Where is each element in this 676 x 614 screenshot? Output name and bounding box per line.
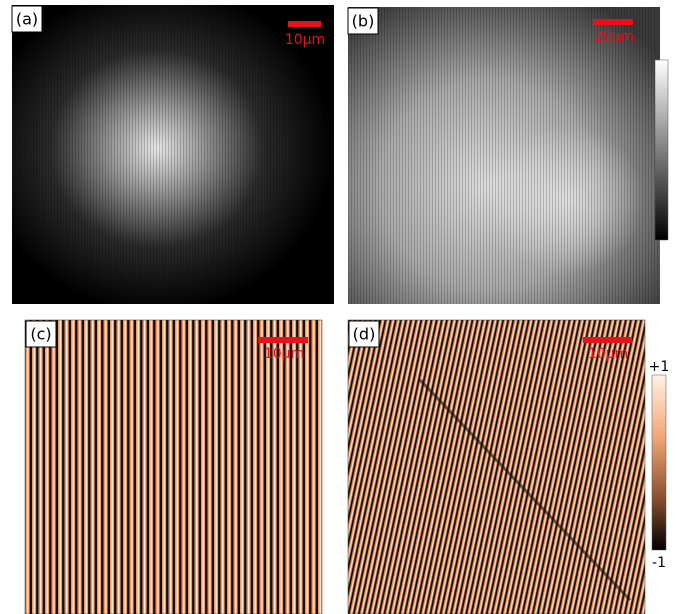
colorbar-bottom-label: -1 bbox=[652, 555, 666, 571]
panel-label: (c) bbox=[30, 325, 51, 344]
scale-bar-label: 10μm bbox=[285, 32, 325, 48]
colorbar-top-label: +1 bbox=[649, 359, 670, 375]
scale-bar-label: 10μm bbox=[264, 346, 304, 362]
panel-label: (a) bbox=[16, 10, 38, 29]
panel-b: (b) 20μm bbox=[347, 7, 660, 304]
phase-colorbar: +1 -1 bbox=[649, 359, 670, 571]
scale-bar-label: 20μm bbox=[594, 29, 634, 45]
intensity-colorbar bbox=[654, 59, 669, 241]
panel-a: (a) 10μm bbox=[11, 5, 334, 304]
panel-c: (c) 10μm bbox=[24, 319, 323, 614]
panel-d: (d) 10μm bbox=[347, 319, 646, 614]
panel-label: (d) bbox=[353, 325, 376, 344]
scale-bar-label: 10μm bbox=[588, 346, 628, 362]
panel-label: (b) bbox=[352, 12, 375, 31]
